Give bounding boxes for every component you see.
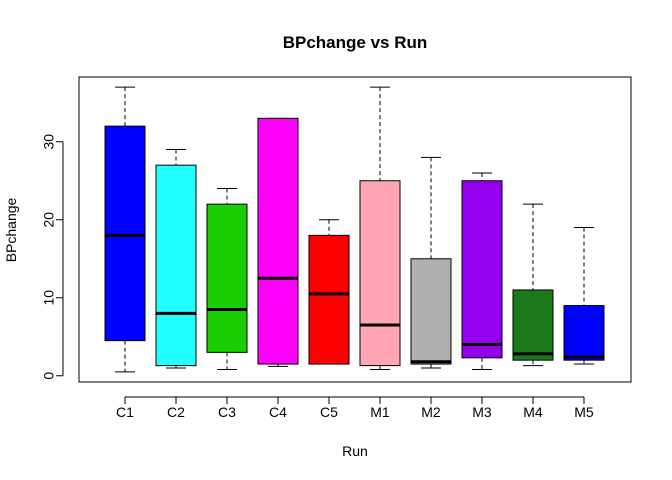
box-body: [104, 125, 146, 342]
x-axis-label: Run: [342, 443, 368, 459]
box-m3: [461, 172, 503, 371]
x-axis: C1 C2 C3 C4 C5 M1 M2 M3 M4 M5: [116, 396, 594, 420]
plot-area-frame: [78, 76, 632, 383]
y-tick-label: 20: [41, 212, 57, 228]
y-axis-label: BPchange: [3, 197, 19, 262]
box-c4: [257, 117, 299, 367]
x-tick-label: C1: [116, 404, 134, 420]
box-body: [155, 164, 197, 367]
x-tick-label: C3: [218, 404, 236, 420]
box-m1: [359, 86, 401, 371]
box-c3: [206, 188, 248, 371]
box-c2: [155, 149, 197, 369]
x-tick-label: C5: [320, 404, 338, 420]
x-tick-label: C2: [167, 404, 185, 420]
x-tick-label: M3: [472, 404, 492, 420]
box-body: [563, 305, 605, 361]
box-body: [257, 117, 299, 365]
y-axis: 0 10 20 30: [41, 134, 64, 380]
x-tick-label: C4: [269, 404, 287, 420]
box-c5: [308, 219, 350, 365]
x-tick-label: M2: [421, 404, 441, 420]
y-tick-label: 30: [41, 134, 57, 150]
box-m2: [410, 156, 452, 369]
x-tick-label: M4: [523, 404, 543, 420]
box-m4: [512, 203, 554, 367]
box-body: [410, 258, 452, 365]
boxes-group: [104, 86, 605, 373]
box-body: [461, 180, 503, 359]
box-m5: [563, 227, 605, 365]
box-body: [512, 289, 554, 361]
y-tick-label: 0: [41, 372, 57, 380]
box-body: [206, 203, 248, 353]
chart-title: BPchange vs Run: [283, 33, 428, 52]
box-body: [359, 180, 401, 367]
x-tick-label: M5: [574, 404, 594, 420]
box-c1: [104, 86, 146, 373]
y-tick-label: 10: [41, 290, 57, 306]
x-tick-label: M1: [370, 404, 390, 420]
box-body: [308, 234, 350, 365]
